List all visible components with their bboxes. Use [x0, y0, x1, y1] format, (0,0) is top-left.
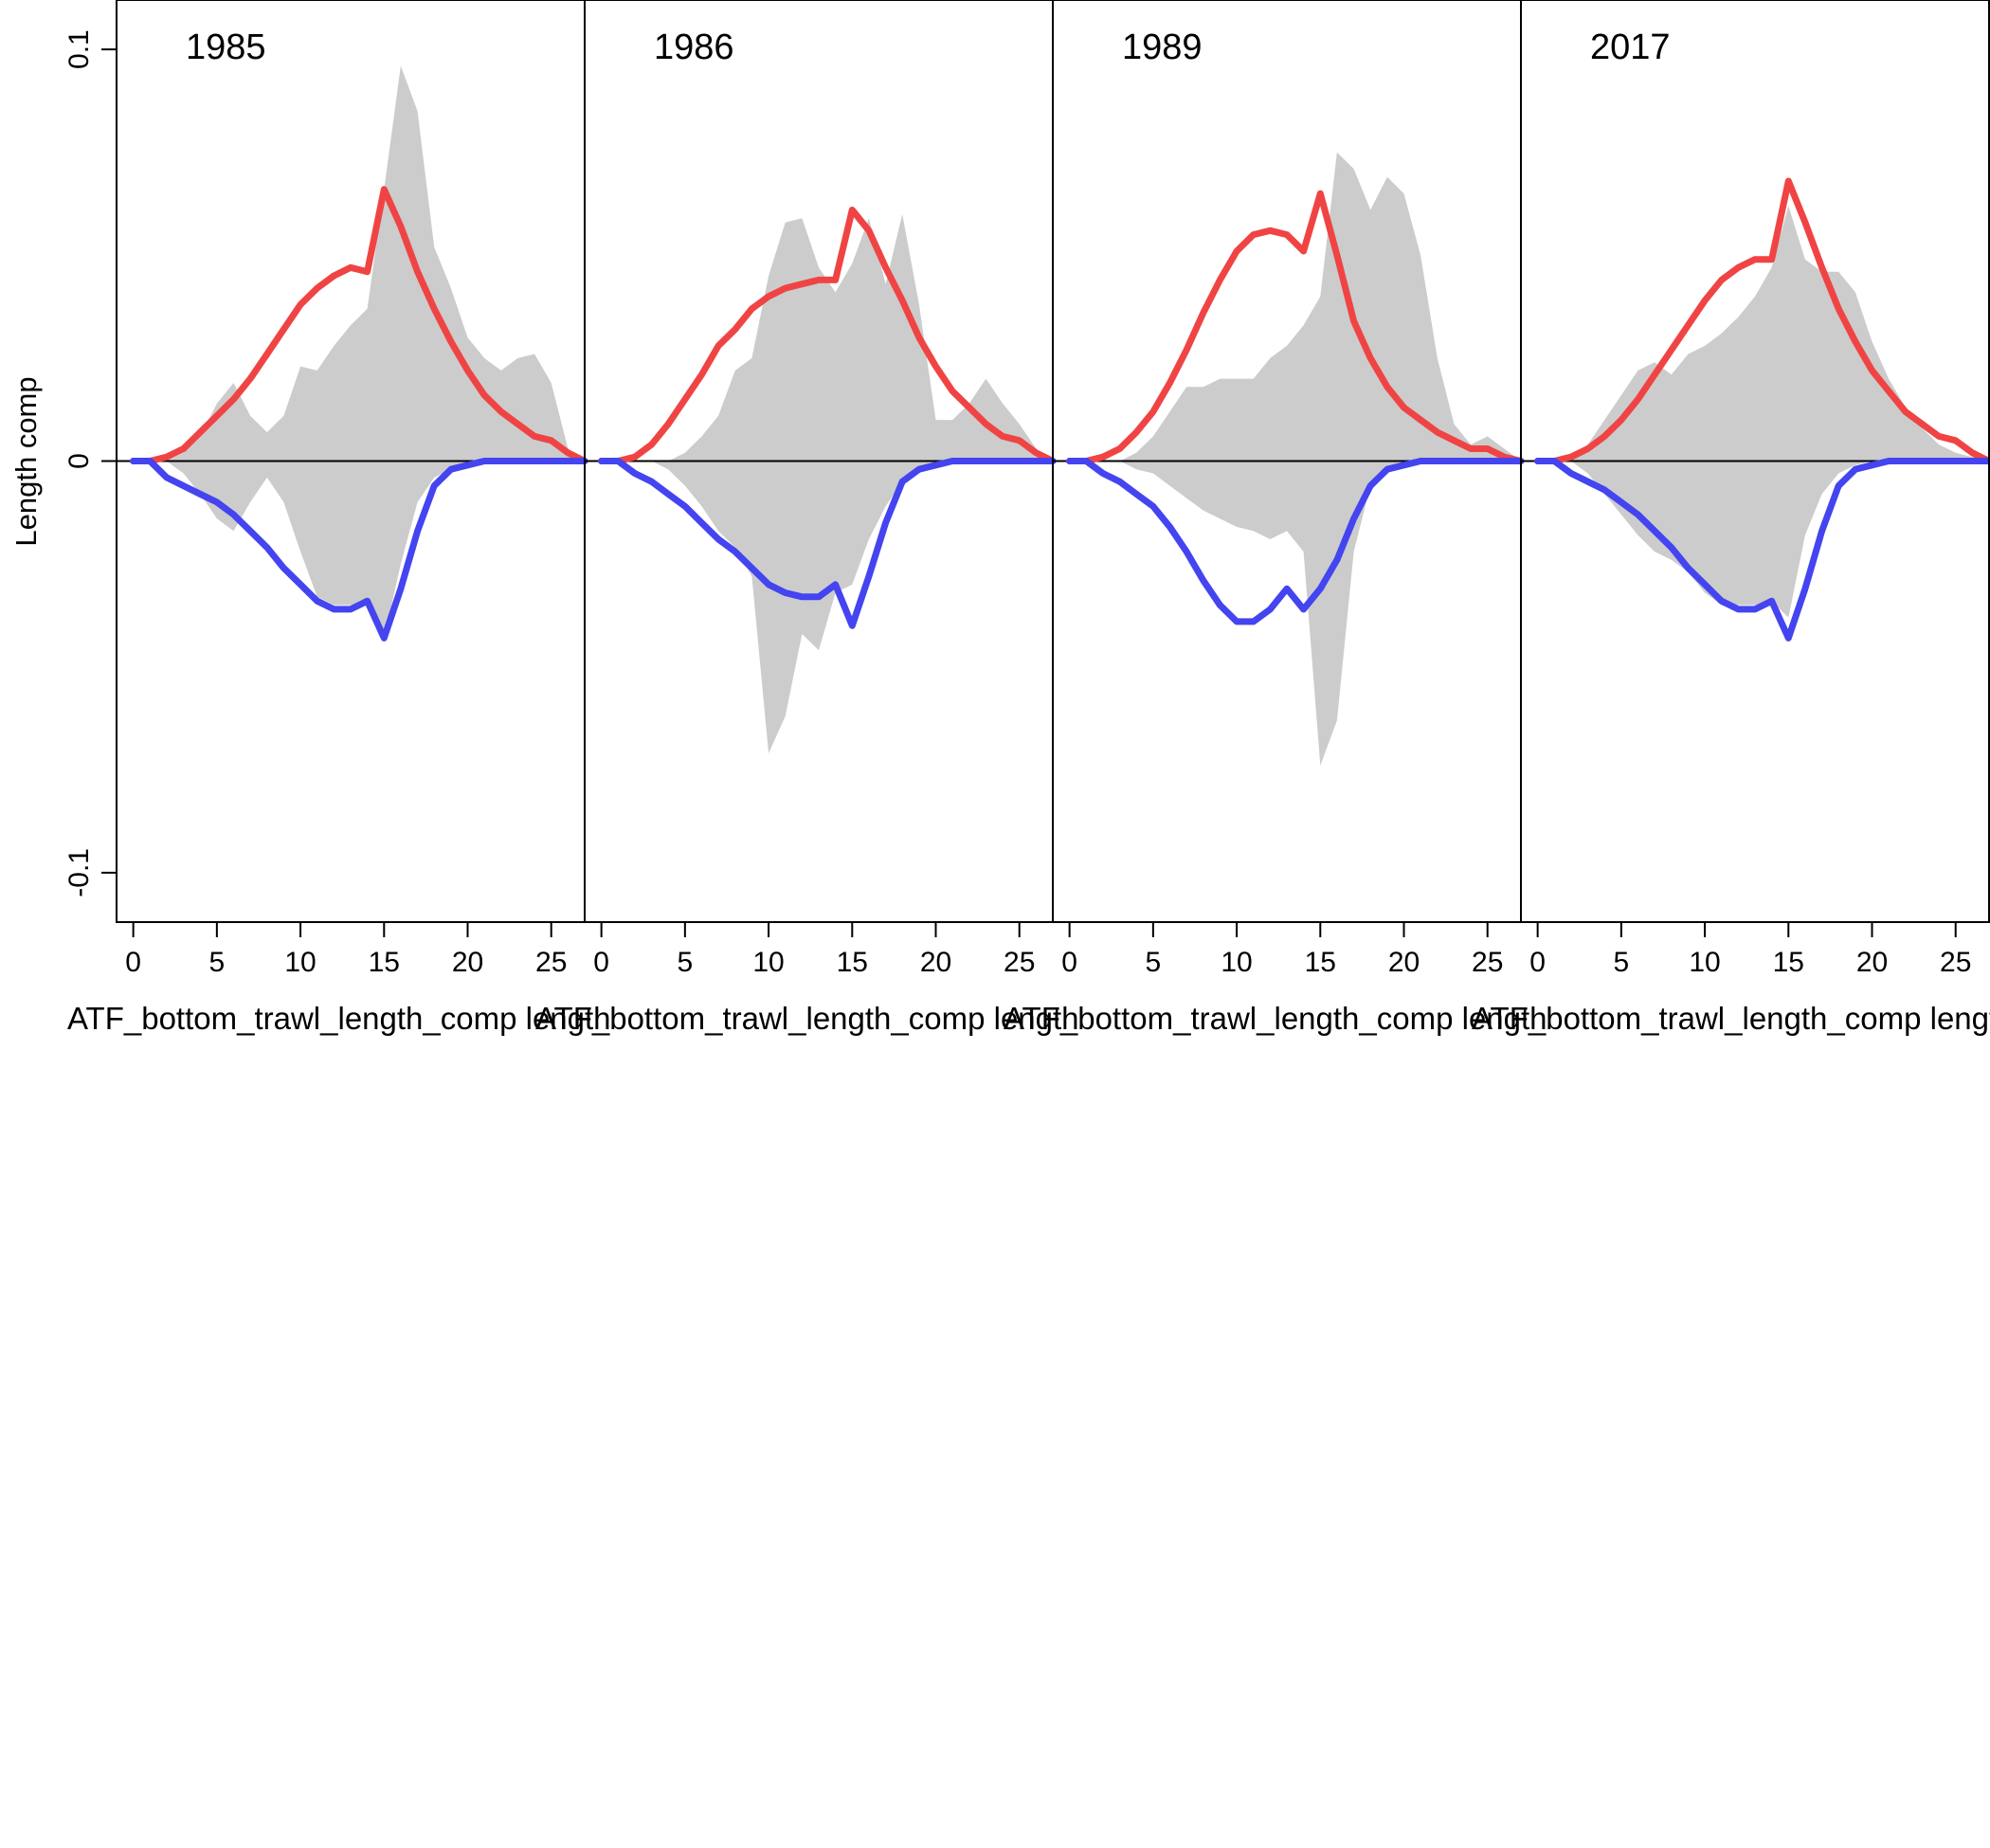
x-tick-label: 15 — [1773, 947, 1804, 978]
y-tick-label: 0.1 — [63, 29, 95, 69]
y-axis-label: Length comp — [9, 376, 43, 546]
expected-female-line — [598, 207, 1057, 464]
x-tick-label: 10 — [1221, 947, 1252, 978]
x-tick-label: 15 — [1305, 947, 1336, 978]
observed-area — [1537, 206, 1989, 618]
x-tick-label: 10 — [1689, 947, 1720, 978]
x-tick-label: 5 — [1614, 947, 1630, 978]
panel-year-label: 1989 — [1122, 27, 1203, 67]
x-tick-label: 25 — [1004, 947, 1035, 978]
x-axis-label: ATF_bottom_trawl_length_comp length — [1472, 1001, 1990, 1036]
y-tick-label: 0 — [63, 453, 95, 469]
expected-female-line — [1534, 177, 1990, 464]
x-tick-label: 0 — [593, 947, 609, 978]
panel-year-label: 2017 — [1590, 27, 1671, 67]
x-tick-label: 15 — [369, 947, 400, 978]
panel-year-label: 1986 — [654, 27, 734, 67]
observed-area — [601, 213, 1053, 753]
x-tick-label: 20 — [1388, 947, 1420, 978]
panel-year-label: 1985 — [186, 27, 266, 67]
x-tick-label: 15 — [837, 947, 868, 978]
x-tick-label: 25 — [1472, 947, 1503, 978]
x-axis-label: ATF_bottom_trawl_length_comp length — [535, 1001, 1079, 1036]
x-tick-label: 25 — [1940, 947, 1971, 978]
x-tick-label: 0 — [1061, 947, 1077, 978]
x-tick-label: 10 — [284, 947, 316, 978]
observed-area — [1069, 152, 1521, 766]
x-tick-label: 25 — [535, 947, 567, 978]
panel-1986: 1986 0 5 10 15 20 25 ATF_bottom_trawl_length_co… — [535, 0, 1079, 1036]
x-tick-label: 10 — [752, 947, 784, 978]
expected-male-line — [598, 458, 1057, 629]
expected-male-line — [1066, 458, 1525, 625]
panel-1985: 1985 0 5 10 15 20 25 ATF_bottom_trawl_length_co… — [63, 0, 611, 1036]
expected-male-line — [1534, 458, 1990, 642]
expected-male-line — [130, 458, 588, 642]
panels: 1985 0 5 10 15 20 25 ATF_bottom_trawl_length_co… — [63, 0, 1990, 1036]
observed-area — [133, 65, 585, 639]
expected-female-line — [130, 186, 588, 464]
x-tick-label: 5 — [209, 947, 226, 978]
panel-2017: 2017 0 5 10 15 20 25 ATF_bottom_trawl_length_co… — [1472, 0, 1990, 1036]
panel-frame — [1520, 0, 1990, 923]
x-tick-label: 20 — [452, 947, 483, 978]
expected-female-line — [1066, 190, 1525, 464]
x-axis-label: ATF_bottom_trawl_length_comp length — [67, 1001, 611, 1036]
x-tick-label: 0 — [1529, 947, 1546, 978]
x-axis-label: ATF_bottom_trawl_length_comp length — [1004, 1001, 1547, 1036]
x-tick-label: 0 — [125, 947, 141, 978]
x-tick-label: 5 — [678, 947, 694, 978]
y-tick-label: -0.1 — [63, 848, 95, 897]
x-tick-label: 20 — [920, 947, 951, 978]
panel-1989: 1989 0 5 10 15 20 25 ATF_bottom_trawl_length_co… — [1004, 0, 1547, 1036]
x-tick-label: 20 — [1856, 947, 1888, 978]
x-tick-label: 5 — [1146, 947, 1162, 978]
